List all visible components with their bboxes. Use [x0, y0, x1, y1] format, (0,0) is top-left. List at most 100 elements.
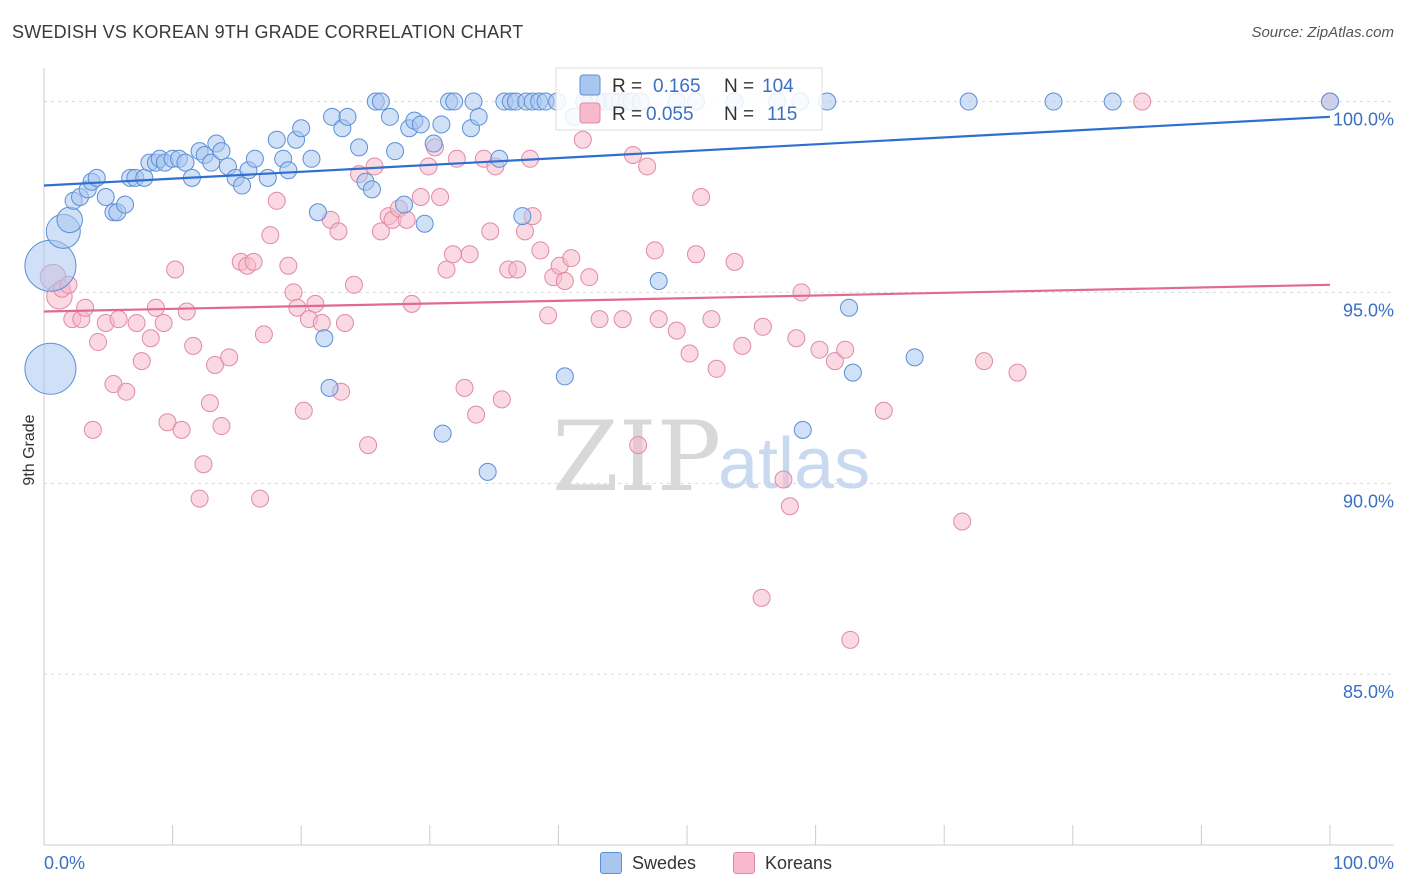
data-point — [132, 352, 151, 371]
data-point — [302, 149, 321, 168]
data-point — [220, 348, 239, 367]
data-point — [792, 283, 811, 302]
legend-label-koreans: Koreans — [765, 852, 833, 873]
data-point — [433, 424, 452, 443]
data-point — [513, 207, 532, 226]
legend-koreans-n-label: N = — [724, 104, 754, 125]
data-point — [508, 260, 527, 279]
legend-item-swedes[interactable]: Swedes — [600, 852, 696, 874]
data-point — [172, 420, 191, 439]
data-point — [267, 191, 286, 210]
data-point — [469, 107, 488, 126]
legend-swedes-n-label: N = — [724, 76, 754, 97]
y-axis-title: 9th Grade — [21, 414, 38, 485]
data-point — [212, 417, 231, 436]
y-tick-labels: 85.0% 90.0% 95.0% 100.0% — [1333, 110, 1394, 703]
data-point — [117, 382, 136, 401]
y-tick-label: 90.0% — [1343, 491, 1394, 511]
data-point — [707, 359, 726, 378]
data-point — [154, 313, 173, 332]
data-point — [953, 512, 972, 531]
data-point — [752, 588, 771, 607]
data-point — [212, 142, 231, 161]
data-point — [787, 329, 806, 348]
data-point — [329, 222, 348, 241]
source-label: Source: ZipAtlas.com — [1251, 24, 1394, 41]
data-point — [836, 340, 855, 359]
data-point — [702, 310, 721, 329]
data-point — [308, 203, 327, 222]
data-point — [455, 378, 474, 397]
data-point — [56, 206, 83, 234]
legend-swedes-n-value: 104 — [762, 76, 794, 97]
data-point — [629, 436, 648, 455]
axes — [43, 68, 1394, 846]
data-point — [793, 420, 812, 439]
data-point — [176, 153, 195, 172]
data-point — [279, 256, 298, 275]
watermark: ZIP atlas — [552, 401, 870, 513]
data-point — [774, 470, 793, 489]
data-point — [667, 321, 686, 340]
data-point — [320, 378, 339, 397]
data-point — [284, 283, 303, 302]
data-point — [562, 249, 581, 268]
data-point — [431, 187, 450, 206]
data-point — [649, 271, 668, 290]
data-point — [261, 226, 280, 245]
data-point — [415, 214, 434, 233]
data-point — [315, 329, 334, 348]
legend-swedes-r-value: 0.165 — [653, 76, 701, 97]
data-point — [613, 310, 632, 329]
data-point — [141, 329, 160, 348]
data-point — [288, 298, 307, 317]
data-point — [467, 405, 486, 424]
data-point — [411, 187, 430, 206]
legend-item-koreans[interactable]: Koreans — [733, 852, 832, 874]
data-point — [411, 115, 430, 134]
data-point — [1008, 363, 1027, 382]
data-point — [96, 187, 115, 206]
chart-title: SWEDISH VS KOREAN 9TH GRADE CORRELATION … — [12, 22, 524, 42]
stats-legend: R = 0.165 N = 104 R = 0.055 N = 115 — [555, 67, 823, 131]
x-tick-labels: 0.0% 100.0% — [44, 853, 1394, 873]
data-point — [89, 333, 108, 352]
data-point — [432, 115, 451, 134]
data-point — [206, 355, 225, 374]
data-point — [338, 107, 357, 126]
data-point — [645, 241, 664, 260]
data-point — [725, 252, 744, 271]
data-point — [692, 187, 711, 206]
y-tick-label: 95.0% — [1343, 300, 1394, 320]
data-point — [481, 222, 500, 241]
data-point — [753, 317, 772, 336]
data-point — [397, 210, 416, 229]
data-point — [24, 342, 77, 395]
data-point — [460, 245, 479, 264]
data-point — [580, 268, 599, 287]
trend-lines — [43, 115, 1331, 313]
y-tick-label: 85.0% — [1343, 682, 1394, 702]
data-point — [146, 298, 165, 317]
data-point — [841, 630, 860, 649]
data-point — [306, 294, 325, 313]
x-tick-label: 100.0% — [1333, 853, 1394, 873]
legend-swedes-r-label: R = — [612, 76, 642, 97]
swedes-swatch — [600, 852, 622, 874]
data-point — [335, 313, 354, 332]
data-point — [135, 168, 154, 187]
data-point — [350, 138, 369, 157]
data-point — [490, 149, 509, 168]
data-point — [515, 222, 534, 241]
data-point — [478, 462, 497, 481]
data-point — [365, 157, 384, 176]
data-point — [109, 310, 128, 329]
data-point — [184, 336, 203, 355]
data-point — [362, 180, 381, 199]
data-point — [590, 310, 609, 329]
data-point — [380, 107, 399, 126]
data-point — [905, 348, 924, 367]
data-point — [254, 325, 273, 344]
data-point — [190, 489, 209, 508]
